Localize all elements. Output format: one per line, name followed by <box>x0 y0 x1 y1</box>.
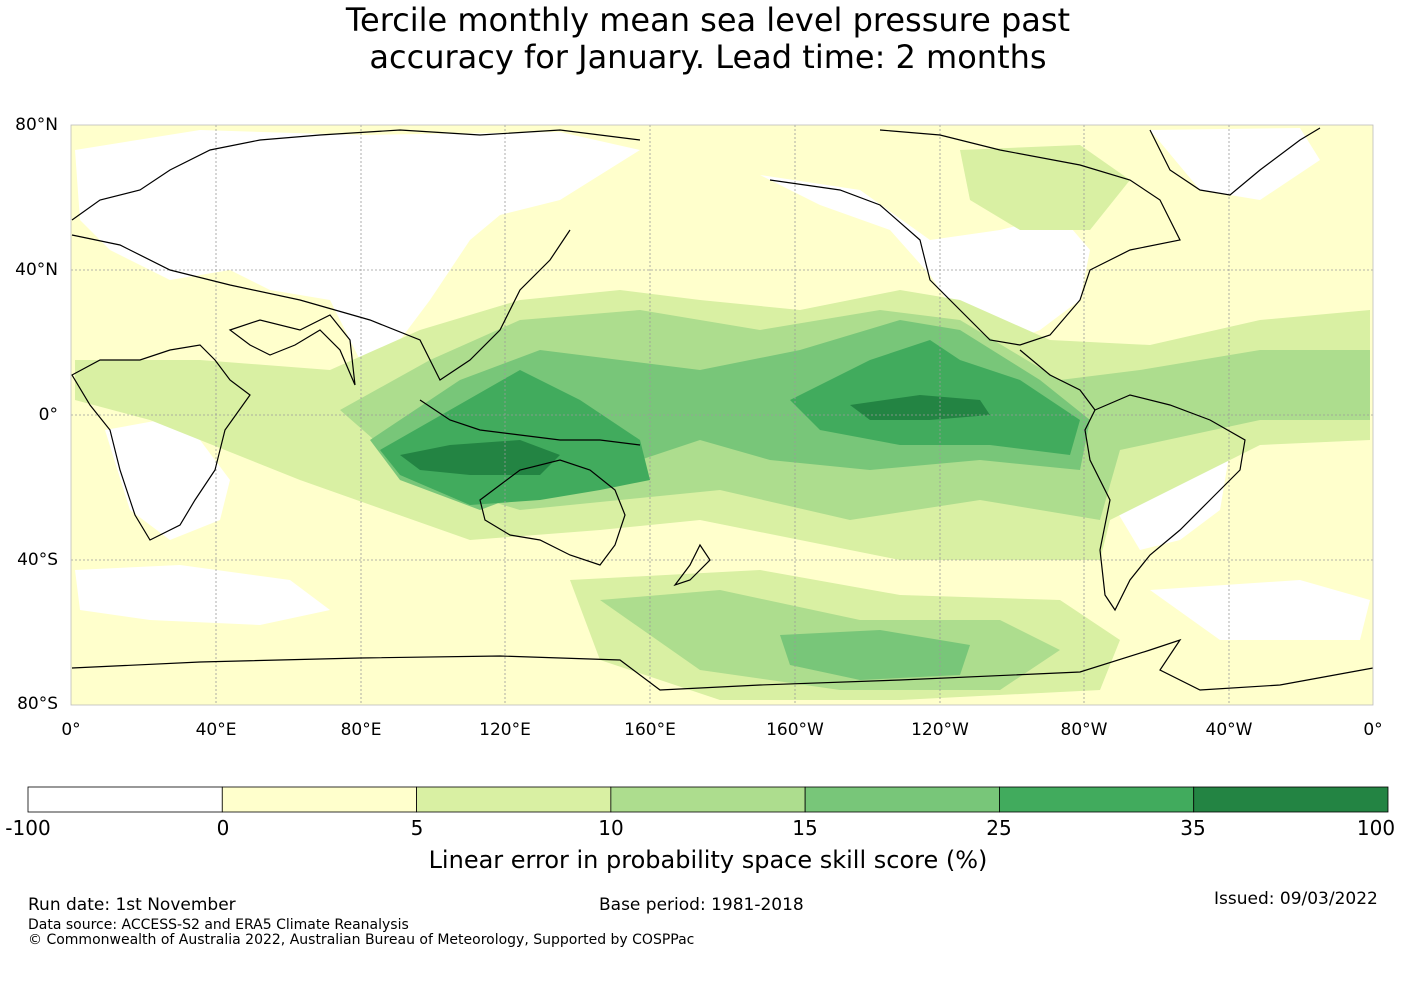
region-lt0-eurasia <box>75 130 640 360</box>
coast-africa <box>71 344 251 541</box>
coast-europe-north <box>71 129 641 221</box>
region-5-10-canada <box>960 145 1130 230</box>
region-lt0-southern-1 <box>75 565 330 625</box>
lon-label-80w: 80°W <box>1060 720 1108 740</box>
lat-label-40s: 40°S <box>17 550 58 570</box>
colorbar-tick-0: -100 <box>5 816 51 840</box>
region-lt0-africa <box>105 420 230 540</box>
colorbar-tick-4: 15 <box>792 816 818 840</box>
skill-score-fill <box>71 125 1373 705</box>
region-lt0-greenland <box>1150 128 1320 200</box>
map-frame <box>70 124 1374 706</box>
coastlines <box>71 127 1374 691</box>
lon-label-40w: 40°W <box>1205 720 1253 740</box>
lon-label-40e: 40°E <box>195 720 237 740</box>
colorbar-segment-3 <box>610 786 806 813</box>
colorbar-segment-4 <box>804 786 1000 813</box>
colorbar-segment-1 <box>221 786 417 813</box>
lat-label-80n: 80°N <box>15 115 58 135</box>
coast-australia <box>479 459 626 566</box>
issued-date: Issued: 09/03/2022 <box>1214 889 1378 909</box>
run-date: Run date: 1st November <box>28 895 236 915</box>
coast-north-america <box>769 129 1181 346</box>
region-lt0-southern-2 <box>1150 580 1370 640</box>
lon-label-80e: 80°E <box>340 720 382 740</box>
region-15-25-southern <box>780 630 970 680</box>
coast-maritime-continent <box>419 399 641 446</box>
base-period: Base period: 1981-2018 <box>599 895 804 915</box>
lon-label-160w: 160°W <box>766 720 824 740</box>
colorbar-segment-0 <box>27 786 223 813</box>
lon-label-120e: 120°E <box>479 720 531 740</box>
lat-label-0: 0° <box>38 405 58 425</box>
colorbar-tick-6: 35 <box>1180 816 1206 840</box>
colorbar <box>27 786 1389 813</box>
colorbar-tick-3: 10 <box>598 816 624 840</box>
data-source: Data source: ACCESS-S2 and ERA5 Climate … <box>28 917 409 933</box>
colorbar-segment-6 <box>1193 786 1389 813</box>
copyright: © Commonwealth of Australia 2022, Austra… <box>28 932 695 948</box>
region-35-100-maritime <box>400 440 560 475</box>
lon-label-160e: 160°E <box>624 720 676 740</box>
lat-label-40n: 40°N <box>15 260 58 280</box>
colorbar-label: Linear error in probability space skill … <box>428 846 988 874</box>
colorbar-tick-2: 5 <box>410 816 424 840</box>
lon-label-120w: 120°W <box>911 720 969 740</box>
lat-label-80s: 80°S <box>17 694 58 714</box>
colorbar-segment-5 <box>999 786 1195 813</box>
colorbar-tick-5: 25 <box>986 816 1012 840</box>
coast-south-america <box>1084 394 1246 612</box>
lon-label-0-left: 0° <box>61 720 81 740</box>
coast-eurasia-south <box>71 229 571 381</box>
coast-greenland <box>1149 127 1321 196</box>
map-gridlines <box>71 125 1373 705</box>
chart-title: Tercile monthly mean sea level pressure … <box>0 2 1416 76</box>
coast-central-america <box>1019 349 1096 411</box>
title-line-2: accuracy for January. Lead time: 2 month… <box>369 38 1047 76</box>
coast-new-zealand <box>673 543 711 587</box>
colorbar-tick-1: 0 <box>216 816 230 840</box>
coast-arabia-india <box>228 314 356 386</box>
colorbar-tick-7: 100 <box>1356 816 1396 840</box>
lon-label-0-right: 0° <box>1363 720 1383 740</box>
coast-antarctica <box>71 638 1374 691</box>
region-35-100-east-pacific <box>850 395 990 420</box>
title-line-1: Tercile monthly mean sea level pressure … <box>345 1 1071 39</box>
colorbar-segment-2 <box>416 786 612 813</box>
